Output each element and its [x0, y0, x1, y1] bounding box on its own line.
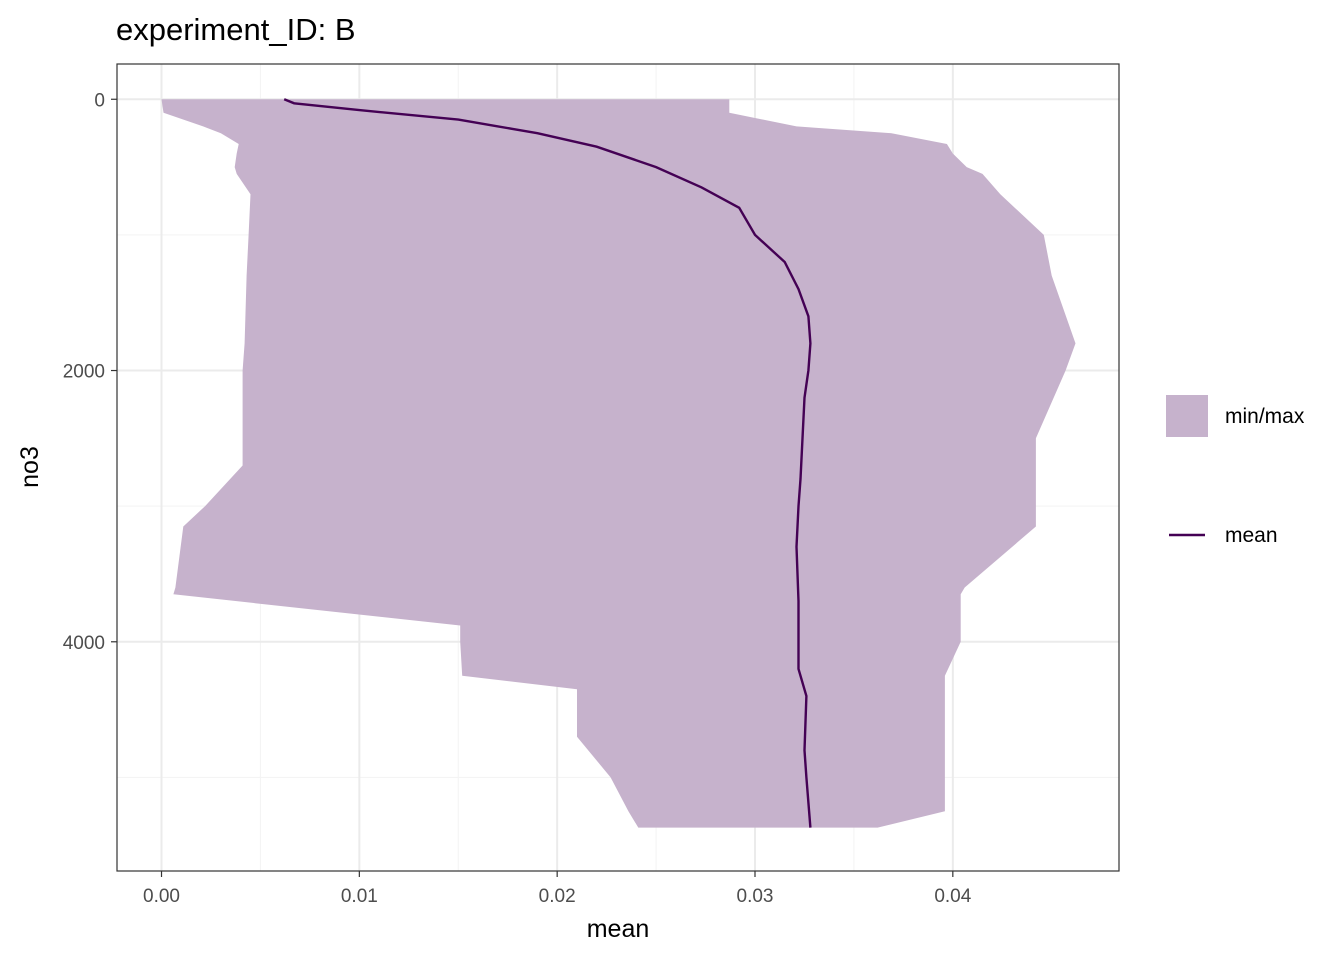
legend-key-min-max	[1166, 395, 1208, 437]
y-axis-title: no3	[16, 446, 44, 488]
y-tick-label: 2000	[63, 362, 105, 383]
chart-title: experiment_ID: B	[116, 12, 356, 47]
x-tick-label: 0.01	[341, 886, 378, 907]
panel-border	[116, 63, 1120, 872]
legend-label-min-max: min/max	[1225, 405, 1305, 428]
x-axis: 0.00 0.01 0.02 0.03 0.04	[143, 871, 972, 907]
legend-label-mean: mean	[1225, 524, 1278, 547]
mean-line	[283, 98, 812, 828]
legend: min/max mean	[1166, 395, 1305, 547]
x-axis-title: mean	[587, 915, 650, 943]
y-tick-label: 4000	[63, 633, 105, 654]
y-axis: 0 2000 4000	[63, 90, 117, 654]
x-tick-label: 0.02	[539, 886, 576, 907]
x-tick-label: 0.03	[737, 886, 774, 907]
x-tick-label: 0.00	[143, 886, 180, 907]
min-max-band	[161, 99, 1076, 828]
x-tick-label: 0.04	[934, 886, 971, 907]
plot-panel	[116, 63, 1120, 872]
y-tick-label: 0	[94, 90, 105, 111]
